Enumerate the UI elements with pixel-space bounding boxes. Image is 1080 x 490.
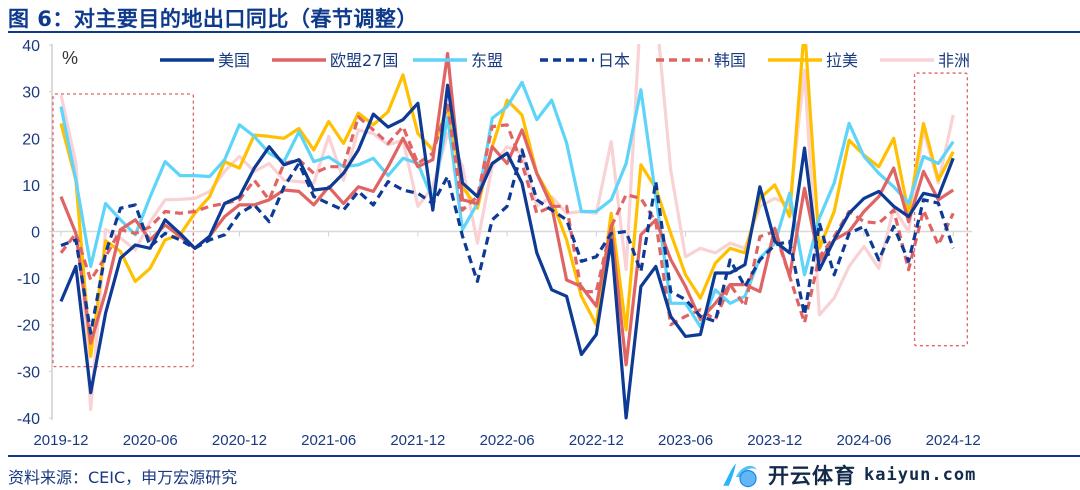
x-tick-label: 2022-06 (480, 432, 535, 449)
series-line-6 (59, 44, 955, 412)
series-lines (59, 44, 955, 420)
series-line-2 (59, 80, 955, 329)
series-line-0 (59, 83, 955, 420)
watermark-cn: 开云体育 (768, 463, 856, 488)
legend-label: 欧盟27国 (330, 51, 398, 70)
figure-title: 图 6：对主要目的地出口同比（春节调整） (8, 7, 418, 31)
x-tick-label: 2024-06 (836, 432, 891, 449)
y-tick-label: 40 (22, 38, 40, 55)
y-tick-label: -10 (17, 271, 40, 288)
legend-label: 东盟 (471, 51, 503, 70)
x-tick-label: 2020-06 (123, 432, 178, 449)
x-tick-label: 2023-06 (658, 432, 713, 449)
x-tick-label: 2021-12 (390, 432, 445, 449)
legend-label: 韩国 (714, 51, 746, 70)
y-tick-label: -30 (17, 364, 40, 381)
title-divider (8, 31, 1080, 33)
series-line-5 (59, 44, 955, 358)
y-tick-label: -20 (17, 318, 40, 335)
series-line-4 (59, 103, 955, 327)
x-tick-label: 2021-06 (301, 432, 356, 449)
watermark: 开云体育 kaiyun.com (720, 459, 1080, 490)
x-tick-label: 2023-12 (747, 432, 802, 449)
line-chart: 40 30 20 10 0 -10 -20 -30 -40 2019-12 2020-06 2020-… (17, 38, 981, 449)
legend-label: 非洲 (938, 51, 970, 70)
kaiyun-logo-icon (723, 462, 757, 487)
x-tick-label: 2024-12 (926, 432, 981, 449)
y-tick-label: 20 (22, 131, 40, 148)
y-tick-label: 10 (22, 178, 40, 195)
source-note: 资料来源：CEIC，申万宏源研究 (8, 468, 238, 487)
series-line-3 (60, 148, 955, 335)
highlight-box-2020 (52, 93, 194, 368)
y-axis-unit: % (62, 48, 78, 68)
bottom-divider (8, 455, 1080, 457)
x-tick-label: 2022-12 (569, 432, 624, 449)
legend-label: 美国 (218, 51, 250, 70)
y-tick-label: -40 (17, 411, 40, 428)
legend-label: 拉美 (826, 51, 858, 70)
x-tick-label: 2019-12 (33, 432, 88, 449)
legend-label: 日本 (598, 51, 630, 70)
y-tick-label: 30 (22, 85, 40, 102)
y-tick-label: 0 (31, 225, 40, 242)
highlight-box-2024 (913, 72, 968, 347)
highlight-boxes (52, 72, 968, 368)
x-tick-label: 2020-12 (212, 432, 267, 449)
legend: 美国 欧盟27国 东盟 日本 韩国 拉美 非洲 (160, 51, 970, 70)
watermark-en: kaiyun.com (864, 464, 977, 485)
